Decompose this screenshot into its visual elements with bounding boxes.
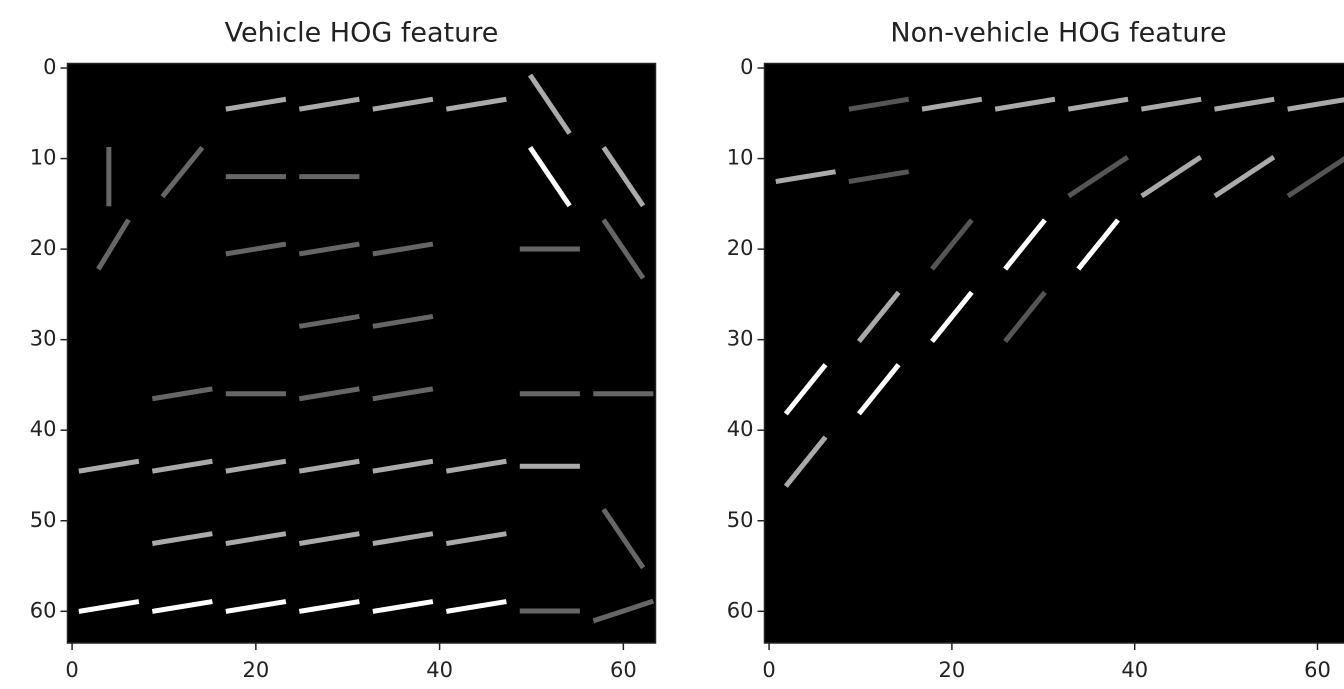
x-tick-label: 20 — [242, 658, 269, 682]
y-tick-label: 50 — [727, 508, 754, 532]
y-tick-label: 20 — [30, 236, 57, 260]
y-tick-label: 60 — [30, 598, 57, 622]
y-tick-label: 40 — [30, 417, 57, 441]
x-tick-label: 60 — [1304, 658, 1331, 682]
x-tick-label: 0 — [762, 658, 775, 682]
image-area — [68, 64, 656, 644]
y-tick-label: 30 — [30, 327, 57, 351]
y-tick-label: 10 — [727, 146, 754, 170]
y-tick-label: 20 — [727, 236, 754, 260]
page: {"chart_data": [ {"type": "image", "titl… — [0, 0, 1344, 689]
y-tick-label: 40 — [727, 417, 754, 441]
y-tick-label: 50 — [30, 508, 57, 532]
y-tick-label: 30 — [727, 327, 754, 351]
chart-title: Vehicle HOG feature — [225, 18, 499, 49]
y-tick-label: 10 — [30, 146, 57, 170]
y-tick-label: 60 — [727, 598, 754, 622]
x-tick-label: 40 — [426, 658, 453, 682]
image — [765, 64, 1344, 644]
x-tick-label: 20 — [939, 658, 966, 682]
x-tick-label: 40 — [1121, 658, 1148, 682]
chart-title: Non-vehicle HOG feature — [890, 18, 1226, 49]
chart: Vehicle HOG feature 0 10 20 30 40 50 60 0 20 40 60 N… — [0, 0, 1344, 689]
x-tick-label: 60 — [610, 658, 637, 682]
image — [68, 64, 656, 644]
y-tick-label: 0 — [43, 55, 56, 79]
image-area — [765, 64, 1344, 644]
y-tick-label: 0 — [740, 55, 753, 79]
x-tick-label: 0 — [65, 658, 78, 682]
